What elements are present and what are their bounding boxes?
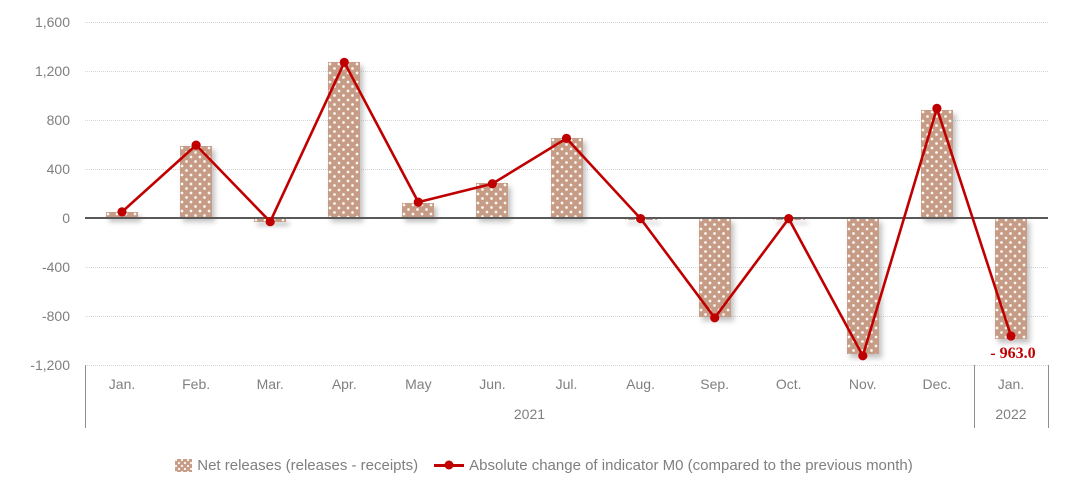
x-tick-label: May bbox=[405, 376, 432, 392]
y-tick-label: 1,200 bbox=[34, 63, 70, 79]
gridline bbox=[85, 267, 1048, 268]
y-tick-label: 0 bbox=[62, 210, 70, 226]
data-label-last-point: - 963.0 bbox=[990, 344, 1036, 362]
legend-label-net-releases: Net releases (releases - receipts) bbox=[197, 456, 419, 474]
y-tick-label: -800 bbox=[41, 308, 70, 324]
x-tick-label: Dec. bbox=[922, 376, 952, 392]
y-tick-label: 1,600 bbox=[34, 14, 70, 30]
bar bbox=[698, 218, 731, 317]
x-tick-label: Nov. bbox=[848, 376, 877, 392]
x-tick-label: Feb. bbox=[182, 376, 211, 392]
gridline bbox=[85, 22, 1048, 23]
bar bbox=[180, 145, 213, 218]
y-tick-label: 800 bbox=[46, 112, 70, 128]
bar bbox=[550, 137, 583, 218]
x-tick-label: Aug. bbox=[626, 376, 655, 392]
legend: Net releases (releases - receipts) Absol… bbox=[0, 451, 1088, 479]
bar bbox=[994, 218, 1027, 339]
bar bbox=[476, 183, 509, 218]
x-tick-label: Jun. bbox=[479, 376, 506, 392]
plot-area: 1,600 1,200 800 400 0 -400 -800 -1,200 Jan. Feb.… bbox=[30, 14, 1049, 428]
y-tick-label: -400 bbox=[41, 259, 70, 275]
axis-separator-line bbox=[1048, 365, 1049, 428]
gridline bbox=[85, 71, 1048, 72]
year-label: 2021 bbox=[513, 406, 546, 422]
axis-separator-line bbox=[85, 365, 86, 428]
legend-label-m0-change: Absolute change of indicator M0 (compare… bbox=[469, 456, 913, 474]
bar-swatch-icon bbox=[175, 458, 193, 472]
bar bbox=[846, 218, 879, 354]
gridline bbox=[85, 316, 1048, 317]
x-tick-label: Apr. bbox=[331, 376, 357, 392]
bar bbox=[402, 202, 435, 218]
x-tick-label: Jan. bbox=[997, 376, 1025, 392]
line-swatch-icon bbox=[434, 460, 465, 470]
x-tick-label: Oct. bbox=[775, 376, 802, 392]
x-tick-label: Mar. bbox=[256, 376, 284, 392]
axis-separator-line bbox=[973, 365, 975, 428]
y-tick-label: -1,200 bbox=[30, 357, 70, 373]
legend-item-m0-change: Absolute change of indicator M0 (compare… bbox=[434, 457, 913, 474]
year-label: 2022 bbox=[995, 406, 1027, 422]
legend-item-net-releases: Net releases (releases - receipts) bbox=[175, 457, 418, 474]
x-tick-label: Jan. bbox=[108, 376, 136, 392]
x-tick-label: Sep. bbox=[700, 376, 730, 392]
bar bbox=[920, 109, 953, 218]
zero-axis-line bbox=[85, 217, 1048, 219]
y-tick-label: 400 bbox=[46, 161, 70, 177]
gridline bbox=[85, 365, 1048, 366]
x-tick-label: Jul. bbox=[555, 376, 578, 392]
bar bbox=[328, 61, 361, 218]
gridline bbox=[85, 120, 1048, 121]
